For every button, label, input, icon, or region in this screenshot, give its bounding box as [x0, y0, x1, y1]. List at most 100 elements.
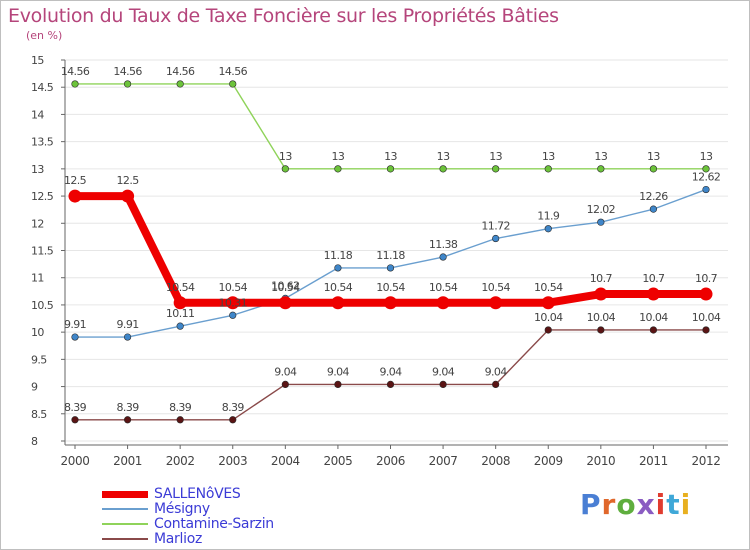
y-tick-label: 9	[31, 381, 38, 394]
y-tick-label: 8.5	[31, 408, 47, 421]
data-point	[278, 296, 292, 310]
x-tick-label: 2003	[218, 454, 247, 468]
data-label: 11.18	[324, 249, 353, 262]
data-label: 9.04	[274, 365, 297, 378]
x-tick-label: 2012	[692, 454, 721, 468]
legend-item-sallenoves: SALLENôVES	[102, 486, 241, 502]
data-label: 10.31	[219, 296, 248, 309]
data-label: 14.56	[219, 65, 248, 78]
x-tick-label: 2001	[113, 454, 142, 468]
data-point	[436, 296, 450, 310]
x-tick-label: 2010	[586, 454, 615, 468]
x-tick-label: 2005	[323, 454, 352, 468]
data-point	[331, 296, 345, 310]
data-label: 11.38	[429, 238, 458, 251]
data-point	[386, 380, 395, 388]
data-point	[544, 165, 552, 173]
legend-swatch	[102, 538, 148, 540]
y-tick-label: 14.5	[31, 81, 54, 94]
data-label: 10.54	[534, 281, 563, 294]
data-point	[281, 165, 289, 173]
data-label: 11.72	[481, 220, 510, 233]
data-label: 8.39	[169, 401, 192, 414]
data-point	[123, 333, 132, 341]
y-tick-label: 10	[31, 326, 44, 339]
data-label: 11.18	[376, 249, 405, 262]
data-point	[281, 380, 289, 388]
data-label: 13	[594, 150, 607, 163]
data-label: 9.91	[117, 318, 139, 331]
data-label: 9.04	[379, 365, 402, 378]
data-label: 10.54	[429, 281, 458, 294]
data-point	[229, 416, 237, 424]
x-tick-label: 2011	[639, 454, 668, 468]
data-point	[68, 189, 82, 203]
data-label: 14.56	[113, 65, 142, 78]
data-label: 10.7	[695, 272, 718, 285]
data-label: 9.04	[432, 365, 455, 378]
chart-unit-label: (en %)	[26, 29, 63, 42]
data-point	[226, 296, 240, 310]
data-point	[597, 165, 605, 173]
data-label: 13	[489, 150, 502, 163]
y-tick-label: 12.5	[31, 190, 54, 203]
chart-title: Evolution du Taux de Taxe Foncière sur l…	[8, 5, 559, 27]
data-point	[646, 287, 660, 301]
legend-label: Mésigny	[154, 501, 210, 517]
data-label: 10.7	[590, 272, 613, 285]
data-point	[544, 326, 552, 334]
data-label: 10.54	[376, 281, 405, 294]
y-tick-label: 9.5	[31, 353, 47, 366]
data-label: 10.54	[324, 281, 353, 294]
data-label: 13	[542, 150, 555, 163]
data-label: 10.04	[587, 311, 616, 324]
y-tick-label: 15	[31, 54, 44, 67]
legend-item-contamine-sarzin: Contamine-Sarzin	[102, 516, 274, 532]
data-label: 13	[279, 150, 292, 163]
data-label: 12.5	[64, 174, 87, 187]
data-label: 12.62	[692, 171, 721, 184]
data-label: 11.9	[537, 210, 560, 223]
legend-swatch	[102, 508, 148, 510]
data-point	[439, 165, 447, 173]
y-tick-label: 8	[31, 435, 38, 448]
data-label: 9.04	[327, 365, 350, 378]
data-label: 13	[647, 150, 660, 163]
data-label: 13	[437, 150, 450, 163]
x-tick-label: 2008	[481, 454, 510, 468]
data-point	[176, 80, 184, 88]
data-point	[541, 296, 555, 310]
data-point	[123, 80, 132, 88]
legend-label: SALLENôVES	[154, 486, 241, 502]
data-point	[71, 80, 79, 88]
data-point	[384, 296, 397, 310]
x-tick-label: 2002	[166, 454, 195, 468]
data-point	[492, 234, 500, 243]
data-label: 10.62	[271, 279, 300, 292]
data-point	[386, 165, 395, 173]
data-point	[649, 205, 658, 213]
data-point	[173, 296, 187, 310]
legend-label: Contamine-Sarzin	[154, 516, 274, 532]
data-point	[176, 322, 184, 330]
data-point	[176, 416, 184, 424]
data-label: 10.11	[166, 307, 195, 320]
data-label: 14.56	[61, 65, 90, 78]
y-tick-label: 11	[31, 272, 44, 285]
data-point	[649, 326, 658, 334]
data-point	[439, 253, 447, 261]
data-label: 10.54	[219, 281, 248, 294]
x-tick-label: 2000	[61, 454, 90, 468]
x-tick-label: 2009	[534, 454, 563, 468]
legend-swatch	[102, 490, 148, 498]
data-label: 10.04	[639, 311, 668, 324]
data-point	[544, 225, 552, 233]
data-point	[702, 165, 710, 173]
data-point	[649, 165, 658, 173]
data-point	[334, 264, 342, 272]
legend-swatch	[102, 523, 148, 525]
data-point	[702, 326, 710, 334]
data-label: 8.39	[64, 401, 87, 414]
